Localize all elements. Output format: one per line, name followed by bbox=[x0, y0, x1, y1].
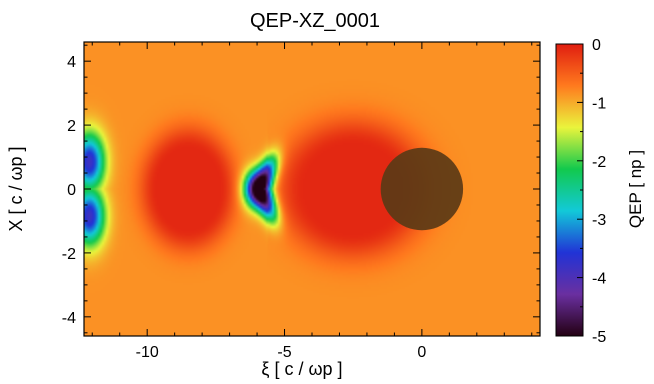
colorbar-tick-label: -2 bbox=[592, 154, 606, 171]
y-axis-label: X [ c / ωp ] bbox=[6, 146, 26, 231]
x-tick-label: -10 bbox=[136, 344, 159, 361]
y-tick-label: -2 bbox=[62, 246, 76, 263]
colorbar bbox=[555, 43, 584, 337]
colorbar-tick-label: -4 bbox=[592, 271, 606, 288]
colorbar-tick-label: -3 bbox=[592, 212, 606, 229]
colorbar-tick-label: 0 bbox=[592, 37, 601, 54]
plot-area bbox=[84, 42, 540, 336]
colorbar-axis: 0 -1 -2 -3 -4 -5 bbox=[577, 37, 606, 346]
field-heatmap bbox=[84, 42, 540, 336]
y-tick-label: -4 bbox=[62, 310, 76, 327]
colorbar-tick-label: -5 bbox=[592, 329, 606, 346]
x-tick-label: 0 bbox=[417, 344, 426, 361]
y-tick-label: 4 bbox=[67, 54, 76, 71]
y-tick-label: 2 bbox=[67, 118, 76, 135]
y-axis: -4 -2 0 2 4 bbox=[62, 44, 540, 334]
driver-disc bbox=[380, 147, 464, 231]
chart-title: QEP-XZ_0001 bbox=[250, 10, 380, 32]
y-tick-label: 0 bbox=[67, 182, 76, 199]
x-tick-label: -5 bbox=[277, 344, 291, 361]
colorbar-tick-label: -1 bbox=[592, 95, 606, 112]
x-axis: -10 -5 0 bbox=[91, 42, 533, 361]
x-axis-label: ξ [ c / ωp ] bbox=[261, 359, 342, 379]
colorbar-label: QEP [ np ] bbox=[626, 150, 645, 228]
